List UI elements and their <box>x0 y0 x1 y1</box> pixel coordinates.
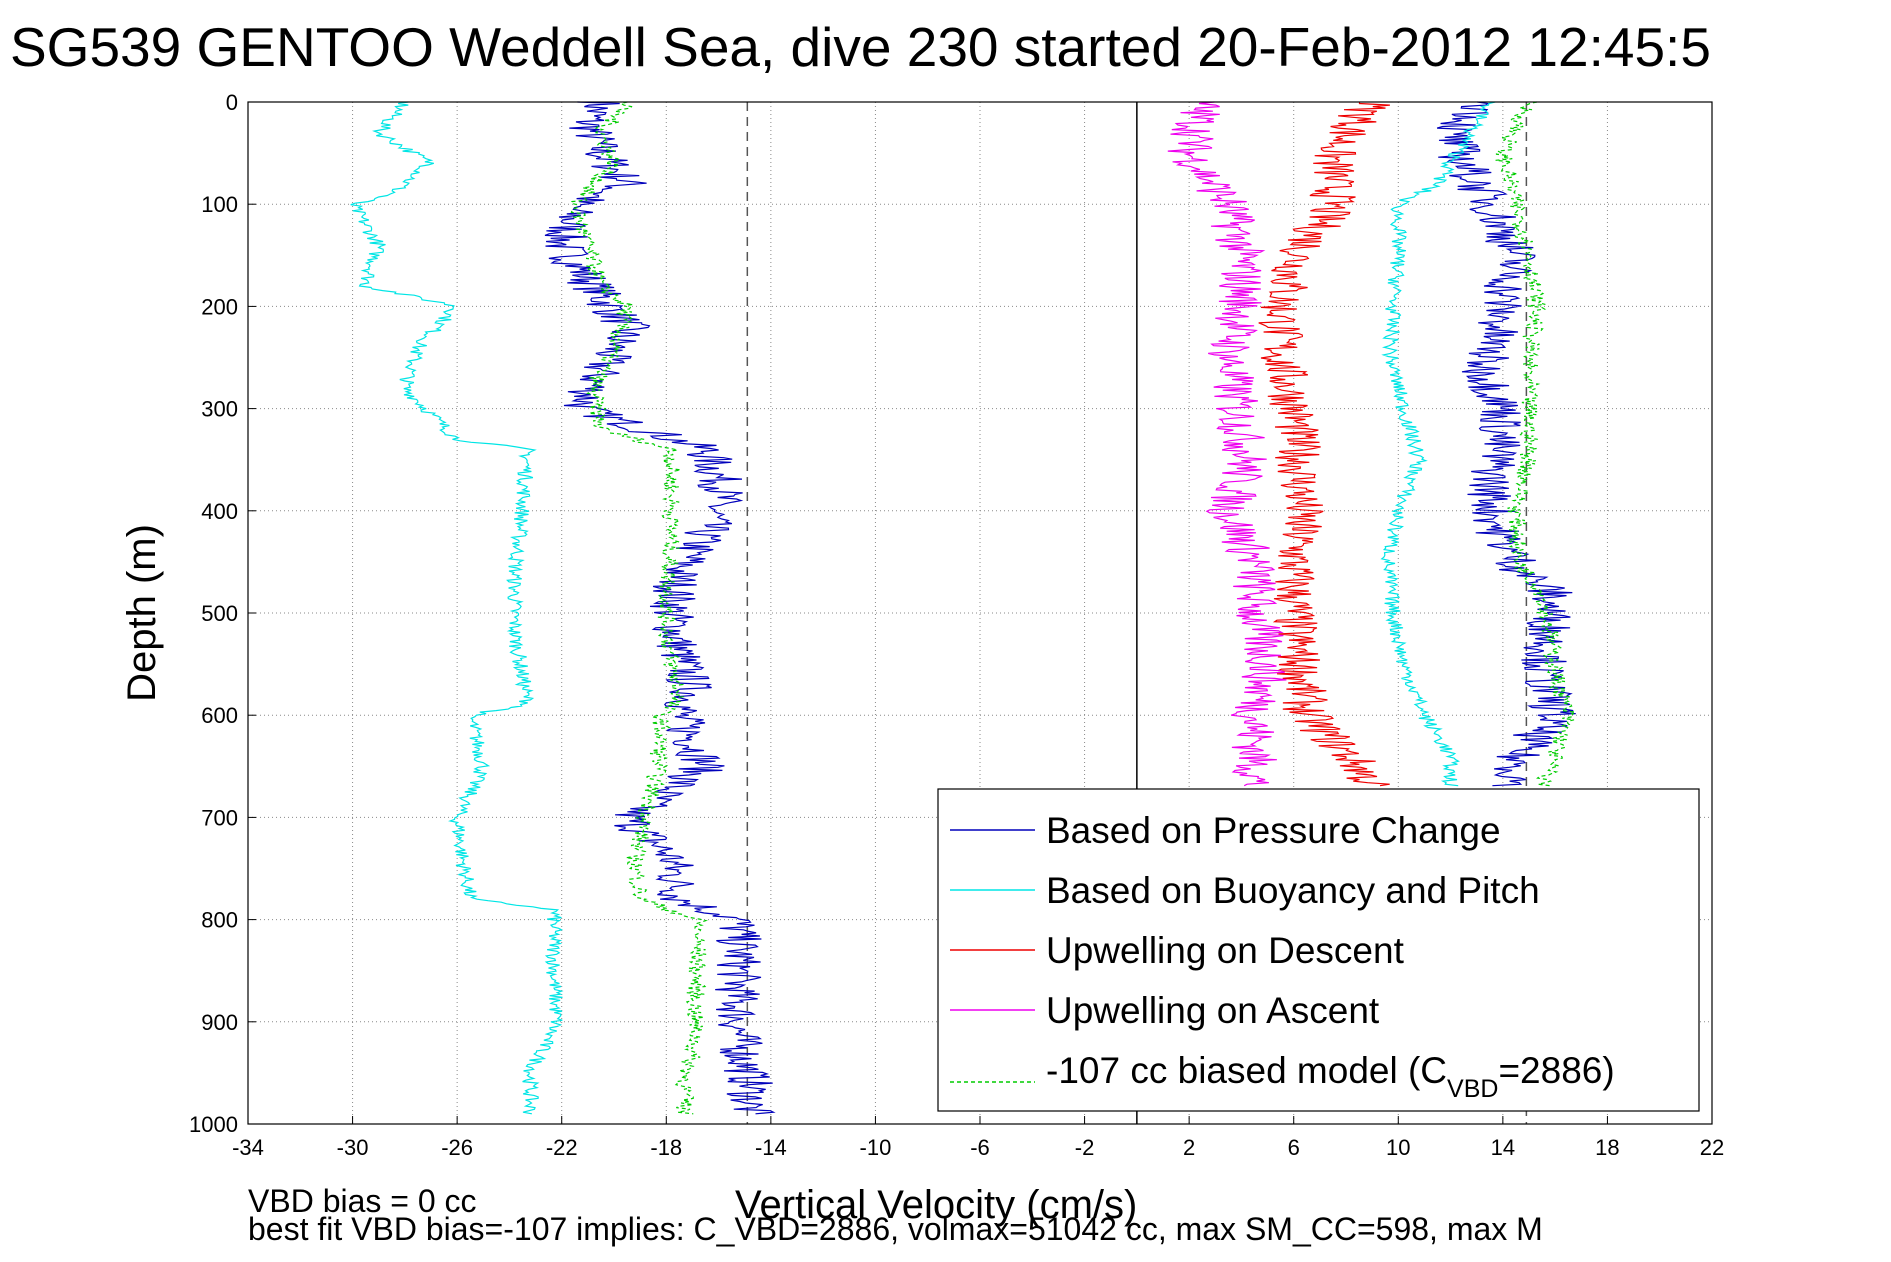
legend-label-1: Based on Buoyancy and Pitch <box>1046 870 1540 911</box>
x-tick-label-9: 2 <box>1183 1135 1195 1160</box>
legend-label-0: Based on Pressure Change <box>1046 810 1501 851</box>
y-tick-label-7: 700 <box>201 805 238 830</box>
series-line-4 <box>570 101 708 1115</box>
y-tick-label-6: 600 <box>201 703 238 728</box>
series-line-7 <box>1495 101 1578 787</box>
x-tick-label-4: -18 <box>650 1135 682 1160</box>
vbd-bias-note: VBD bias = 0 cc <box>248 1183 477 1219</box>
x-axis-label: Vertical Velocity (cm/s) <box>735 1183 1137 1227</box>
series-group <box>350 101 1578 1115</box>
best-fit-note: best fit VBD bias=-107 implies: C_VBD=28… <box>248 1211 1543 1247</box>
legend-label-3: Upwelling on Ascent <box>1046 990 1380 1031</box>
y-tick-label-5: 500 <box>201 601 238 626</box>
chart-title: SG539 GENTOO Weddell Sea, dive 230 start… <box>10 16 1711 78</box>
x-tick-label-14: 22 <box>1700 1135 1724 1160</box>
x-tick-label-6: -10 <box>860 1135 892 1160</box>
y-axis-label: Depth (m) <box>120 524 164 702</box>
series-line-1 <box>350 101 564 1115</box>
series-line-2 <box>1258 101 1390 787</box>
legend-items: Based on Pressure Change Based on Buoyanc… <box>950 810 1615 1103</box>
legend-box <box>937 788 1700 1112</box>
y-tick-label-9: 900 <box>201 1010 238 1035</box>
y-tick-label-10: 1000 <box>189 1112 238 1137</box>
x-tick-label-1: -30 <box>337 1135 369 1160</box>
y-tick-label-2: 200 <box>201 294 238 319</box>
legend-label-suffix: =2886) <box>1498 1050 1614 1091</box>
x-tick-label-8: -2 <box>1075 1135 1095 1160</box>
series-line-6 <box>1380 101 1496 787</box>
y-axis-ticks: 0 100 200 300 400 500 600 700 800 900 1000 <box>189 90 256 1137</box>
series-line-0 <box>544 101 776 1115</box>
x-tick-label-5: -14 <box>755 1135 787 1160</box>
x-tick-label-2: -26 <box>441 1135 473 1160</box>
series-line-5 <box>1436 101 1576 787</box>
legend-label-4: -107 cc biased model (CVBD=2886) <box>1046 1050 1615 1103</box>
legend-label-2: Upwelling on Descent <box>1046 930 1405 971</box>
series-line-3 <box>1167 101 1287 787</box>
x-tick-label-7: -6 <box>970 1135 990 1160</box>
y-tick-label-0: 0 <box>226 90 238 115</box>
y-tick-label-1: 100 <box>201 192 238 217</box>
legend: Based on Pressure Change Based on Buoyanc… <box>937 788 1700 1112</box>
x-tick-label-10: 6 <box>1288 1135 1300 1160</box>
x-tick-label-11: 10 <box>1386 1135 1410 1160</box>
x-tick-label-13: 18 <box>1595 1135 1619 1160</box>
x-tick-label-12: 14 <box>1491 1135 1515 1160</box>
y-tick-label-4: 400 <box>201 499 238 524</box>
x-tick-label-0: -34 <box>232 1135 264 1160</box>
x-tick-label-3: -22 <box>546 1135 578 1160</box>
y-tick-label-8: 800 <box>201 908 238 933</box>
y-tick-label-3: 300 <box>201 397 238 422</box>
legend-subscript: VBD <box>1447 1075 1498 1103</box>
x-axis-ticks: -34 -30 -26 -22 -18 -14 -10 -6 -2 2 6 10 14 18 22 <box>232 1116 1724 1160</box>
